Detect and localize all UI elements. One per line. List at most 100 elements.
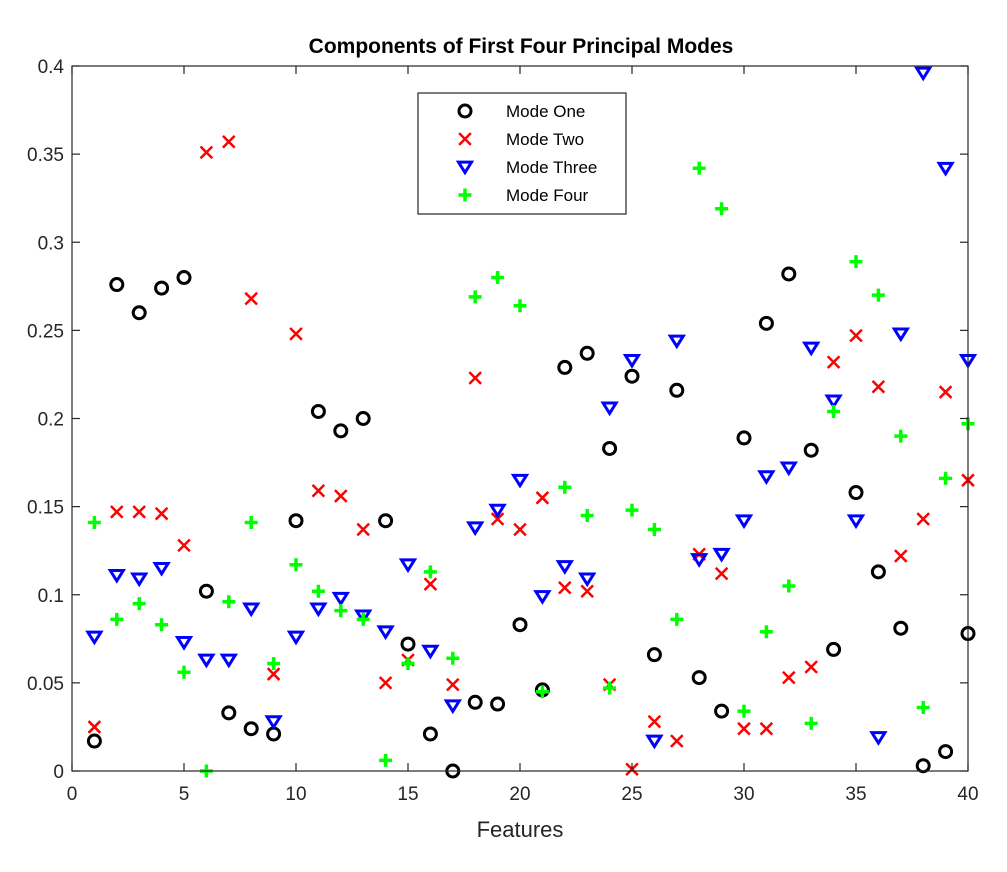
data-point	[378, 676, 393, 690]
data-point	[647, 714, 662, 729]
x-tick-label: 20	[509, 784, 530, 805]
data-point	[757, 470, 776, 486]
x-tick-label: 35	[845, 784, 866, 805]
legend-box	[417, 92, 627, 215]
data-point	[871, 288, 885, 302]
data-point	[894, 429, 908, 443]
data-point	[714, 703, 730, 719]
series-circle	[86, 266, 976, 779]
data-point	[670, 734, 684, 748]
x-tick-label: 30	[733, 784, 754, 805]
legend-marker	[458, 132, 472, 146]
data-point	[758, 315, 774, 331]
data-point	[109, 277, 125, 293]
data-point	[154, 280, 170, 296]
data-point	[558, 580, 572, 595]
data-point	[376, 625, 395, 641]
data-point	[468, 371, 482, 385]
y-tick-label: 0.2	[38, 410, 64, 431]
data-point	[468, 290, 482, 304]
data-point	[334, 489, 348, 503]
data-point	[759, 721, 774, 736]
data-point	[849, 328, 863, 343]
data-point	[177, 665, 191, 679]
x-tick-label: 15	[397, 784, 418, 805]
data-point	[759, 625, 773, 639]
data-point	[154, 506, 169, 521]
data-point	[782, 579, 796, 593]
data-point	[86, 733, 102, 749]
data-point	[804, 660, 818, 674]
series-triangle-down	[85, 66, 978, 750]
data-point	[244, 291, 258, 306]
data-point	[624, 368, 640, 384]
data-point	[512, 617, 528, 633]
y-tick-label: 0.05	[27, 674, 64, 695]
data-point	[129, 572, 149, 588]
data-point	[603, 681, 617, 695]
legend-marker	[455, 160, 475, 176]
data-point	[894, 549, 908, 563]
data-point	[891, 327, 911, 343]
data-point	[379, 753, 393, 767]
data-point	[289, 327, 303, 341]
data-point	[331, 591, 351, 607]
legend-marker	[457, 103, 473, 119]
y-tick-label: 0.4	[38, 57, 65, 78]
data-point	[400, 636, 416, 652]
data-point	[736, 430, 752, 446]
data-point	[309, 602, 328, 618]
data-point	[692, 161, 706, 175]
data-point	[535, 491, 550, 505]
data-point	[244, 515, 258, 529]
data-point	[443, 699, 463, 715]
data-point	[849, 255, 863, 269]
data-point	[491, 271, 505, 284]
data-point	[510, 473, 530, 489]
data-point	[913, 66, 933, 82]
data-point	[241, 602, 261, 618]
y-tick-label: 0.15	[27, 498, 64, 519]
data-point	[174, 635, 194, 651]
data-point	[310, 403, 326, 419]
data-point	[423, 565, 437, 579]
y-tick-label: 0.25	[27, 321, 64, 342]
data-point	[602, 440, 618, 456]
data-point	[266, 667, 281, 681]
data-point	[715, 202, 729, 216]
data-point	[311, 483, 326, 498]
chart-title: Components of First Four Principal Modes	[309, 35, 734, 58]
data-point	[87, 720, 102, 734]
y-tick-label: 0.35	[27, 145, 64, 166]
series-plus	[87, 161, 975, 778]
data-point	[286, 630, 306, 646]
x-tick-label: 5	[179, 784, 190, 805]
data-point	[647, 523, 661, 537]
legend-entry: Mode Three	[506, 158, 597, 177]
data-point	[667, 334, 687, 350]
data-point	[555, 560, 575, 575]
data-point	[110, 505, 124, 519]
data-point	[222, 595, 236, 609]
x-tick-label: 10	[285, 784, 306, 805]
data-point	[938, 385, 953, 399]
data-point	[152, 561, 171, 577]
data-point	[177, 538, 191, 553]
data-point	[490, 512, 505, 526]
axis-ticks: 0 5 10 15 20 25 30 35 40 0 0.05 0.1 0.15 0.2 0.25 0.3 0.…	[27, 57, 979, 805]
data-point	[267, 656, 281, 670]
y-tick-label: 0	[53, 762, 64, 783]
data-point	[580, 584, 594, 598]
data-point	[288, 513, 304, 529]
data-point	[734, 514, 754, 530]
data-point	[803, 442, 819, 458]
x-tick-label: 0	[67, 784, 78, 805]
data-point	[333, 423, 349, 439]
data-point	[535, 685, 549, 699]
data-point	[691, 670, 707, 686]
x-tick-label: 40	[957, 784, 978, 805]
data-point	[893, 620, 909, 636]
data-point	[939, 471, 953, 485]
data-point	[264, 715, 283, 731]
data-point	[219, 653, 239, 669]
